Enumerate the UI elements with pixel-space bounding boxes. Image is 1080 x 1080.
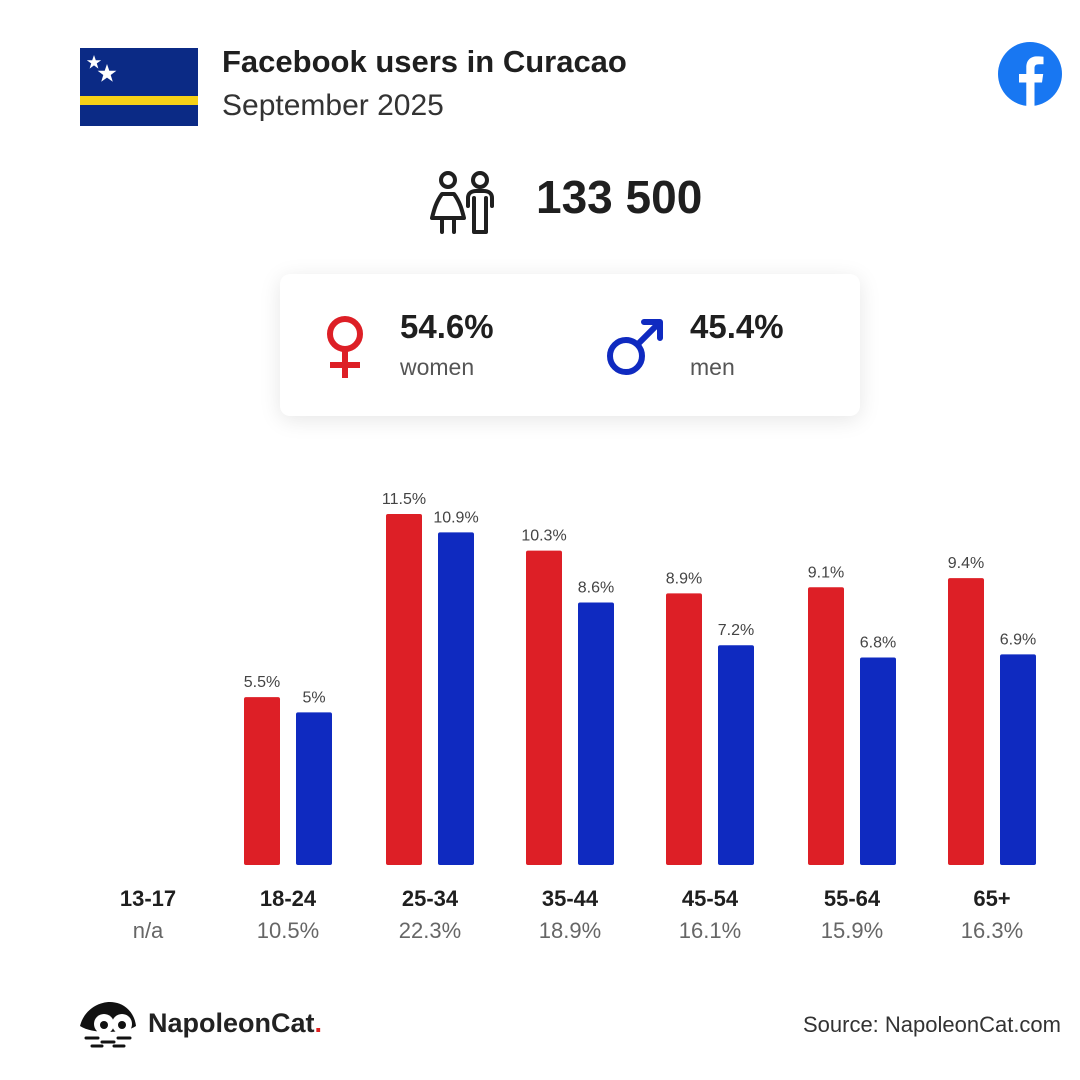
age-distribution-chart: 13-17 n/a 5.5% 5% 18-24 10.5% 11.5% 10.9% 25-34 2… — [120, 491, 1036, 943]
bar-men-18-24 — [296, 712, 332, 865]
data-label-men-18-24: 5% — [302, 689, 325, 706]
bar-men-65+ — [1000, 654, 1036, 865]
data-label-women-45-54: 8.9% — [666, 570, 702, 587]
men-label: men — [690, 354, 735, 380]
category-label-25-34: 25-34 — [402, 886, 459, 911]
data-label-women-25-34: 11.5% — [382, 491, 426, 508]
bar-women-55-64 — [808, 587, 844, 865]
men-percentage: 45.4% — [690, 308, 784, 345]
bar-men-25-34 — [438, 532, 474, 865]
total-users: 133 500 — [536, 171, 703, 223]
bar-women-35-44 — [526, 550, 562, 865]
data-label-women-55-64: 9.1% — [808, 564, 844, 581]
category-total-35-44: 18.9% — [539, 918, 601, 943]
data-label-men-45-54: 7.2% — [718, 622, 754, 639]
napoleoncat-logo-icon — [80, 1002, 136, 1048]
category-label-45-54: 45-54 — [682, 886, 739, 911]
facebook-icon — [998, 42, 1062, 106]
brand-name: NapoleonCat. — [148, 1008, 323, 1038]
bar-women-25-34 — [386, 514, 422, 865]
bar-women-18-24 — [244, 697, 280, 865]
category-label-18-24: 18-24 — [260, 886, 317, 911]
category-total-18-24: 10.5% — [257, 918, 319, 943]
data-label-men-35-44: 8.6% — [578, 580, 614, 597]
bar-women-45-54 — [666, 593, 702, 865]
bar-men-55-64 — [860, 657, 896, 865]
bar-women-65+ — [948, 578, 984, 865]
data-label-men-65+: 6.9% — [1000, 631, 1036, 648]
category-total-45-54: 16.1% — [679, 918, 741, 943]
category-total-55-64: 15.9% — [821, 918, 883, 943]
female-symbol-icon — [327, 316, 363, 378]
category-total-65+: 16.3% — [961, 918, 1023, 943]
curacao-flag-icon — [80, 48, 198, 126]
people-icon — [430, 171, 494, 234]
data-label-men-55-64: 6.8% — [860, 634, 896, 651]
women-percentage: 54.6% — [400, 308, 494, 345]
category-label-13-17: 13-17 — [120, 886, 176, 911]
bar-men-35-44 — [578, 602, 614, 865]
category-total-25-34: 22.3% — [399, 918, 461, 943]
bar-men-45-54 — [718, 645, 754, 865]
data-label-women-18-24: 5.5% — [244, 674, 280, 691]
women-label: women — [400, 354, 475, 380]
data-label-women-35-44: 10.3% — [521, 528, 566, 545]
page-title: Facebook users in Curacao — [222, 44, 627, 79]
male-symbol-icon — [607, 319, 663, 375]
data-label-women-65+: 9.4% — [948, 555, 984, 572]
category-total-13-17: n/a — [133, 918, 164, 943]
gender-card: 54.6% women 45.4% men — [280, 274, 860, 416]
brand-dot: . — [314, 1008, 323, 1038]
category-label-35-44: 35-44 — [542, 886, 599, 911]
page-subtitle: September 2025 — [222, 89, 444, 122]
category-label-65+: 65+ — [973, 886, 1010, 911]
source-label: Source: NapoleonCat.com — [802, 1012, 1061, 1037]
data-label-men-25-34: 10.9% — [433, 509, 478, 526]
category-label-55-64: 55-64 — [824, 886, 881, 911]
